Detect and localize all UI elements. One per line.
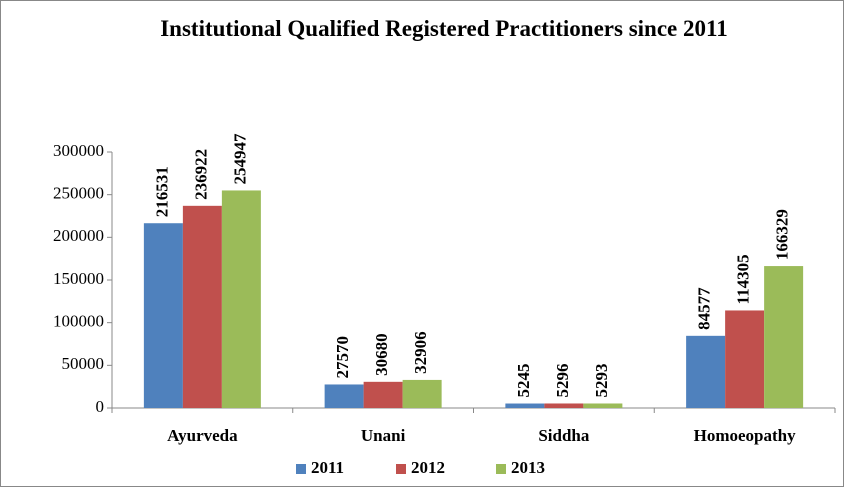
y-tick-label: 250000 [53, 184, 104, 203]
y-tick-label: 50000 [62, 354, 105, 373]
legend-swatch [396, 464, 406, 474]
bar [363, 381, 403, 408]
bar [583, 403, 623, 408]
x-tick-label: Siddha [538, 426, 590, 445]
bar [505, 403, 545, 408]
y-tick-label: 300000 [53, 141, 104, 160]
legend-swatch [496, 464, 506, 474]
bar [182, 205, 222, 408]
bar [725, 310, 765, 408]
bar [143, 223, 183, 408]
bar [221, 190, 261, 408]
value-label: 114305 [734, 254, 753, 304]
y-tick-label: 150000 [53, 269, 104, 288]
value-label: 30680 [372, 333, 391, 376]
bar [764, 266, 804, 408]
value-label: 5245 [514, 364, 533, 398]
x-tick-label: Ayurveda [167, 426, 238, 445]
value-label: 32906 [411, 331, 430, 374]
bar [544, 403, 584, 408]
bar [686, 335, 726, 408]
bar [402, 379, 442, 408]
chart-title: Institutional Qualified Registered Pract… [160, 16, 728, 41]
value-label: 216531 [152, 166, 171, 217]
x-tick-label: Homoeopathy [694, 426, 797, 445]
y-tick-label: 100000 [53, 312, 104, 331]
value-label: 27570 [333, 336, 352, 379]
value-label: 166329 [773, 209, 792, 260]
x-tick-label: Unani [361, 426, 406, 445]
legend-label: 2012 [411, 458, 445, 477]
value-label: 5296 [553, 363, 572, 397]
value-label: 236922 [191, 149, 210, 200]
value-label: 254947 [230, 133, 249, 185]
y-tick-label: 0 [96, 397, 105, 416]
value-label: 84577 [695, 287, 714, 330]
bar [324, 384, 364, 408]
value-label: 5293 [592, 363, 611, 397]
legend-swatch [296, 464, 306, 474]
legend-label: 2011 [311, 458, 344, 477]
y-tick-label: 200000 [53, 226, 104, 245]
legend-label: 2013 [511, 458, 545, 477]
